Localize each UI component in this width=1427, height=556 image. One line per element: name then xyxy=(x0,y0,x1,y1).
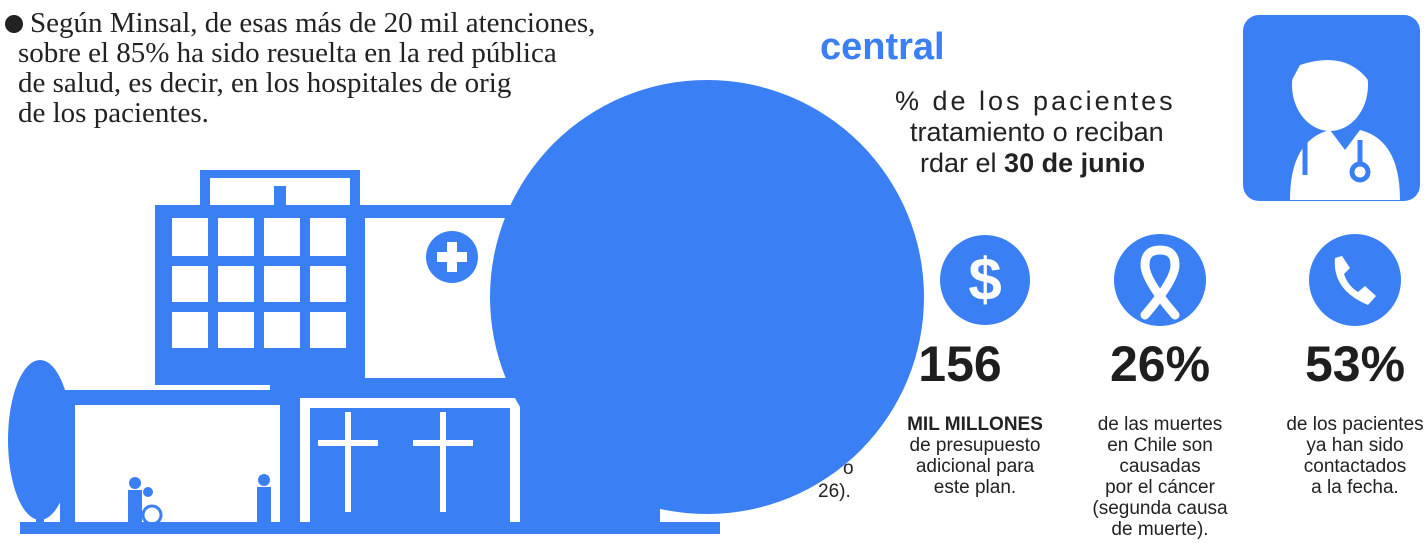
text-line: sobre el 85% ha sido resuelta en la red … xyxy=(18,37,557,69)
text-line: de salud, es decir, en los hospitales de… xyxy=(18,67,512,99)
ribbon-icon xyxy=(1114,234,1206,326)
description-line: ya han sido xyxy=(1306,435,1404,456)
dollar-glyph: $ xyxy=(968,246,1001,313)
doctor-icon xyxy=(1243,15,1420,201)
bullet xyxy=(5,15,23,33)
text-line: de los pacientes. xyxy=(18,97,209,129)
description-line: de muerte). xyxy=(1111,519,1209,540)
stat-value: 53% xyxy=(1304,336,1406,392)
intro-date: 30 de junio xyxy=(1004,148,1146,178)
text-line: Según Minsal, de esas más de 20 mil aten… xyxy=(30,7,596,39)
description-line: este plan. xyxy=(933,477,1017,498)
phone-icon xyxy=(1309,234,1401,326)
stat-description: de los pacientes ya han sido contactados a … xyxy=(1245,414,1427,498)
description-line: de los pacientes xyxy=(1286,414,1424,435)
intro-line: rdar el 30 de junio xyxy=(920,148,1145,179)
ground xyxy=(20,522,720,534)
intro-line: tratamiento o reciban xyxy=(910,117,1164,147)
description-line: a la fecha. xyxy=(1311,477,1399,498)
stat-value: 26% xyxy=(1109,336,1211,392)
description-line: en Chile son xyxy=(1107,435,1213,456)
description-line: de las muertes xyxy=(1097,414,1223,435)
description-line: adicional para xyxy=(915,456,1035,477)
description-line: MIL MILLONES xyxy=(907,414,1043,435)
fragment: o xyxy=(843,458,854,479)
heading: central xyxy=(820,26,945,68)
fragment: 26). xyxy=(818,481,851,502)
bullet-text: Según Minsal, de esas más de 20 mil aten… xyxy=(30,8,595,38)
intro-text: rdar el xyxy=(920,148,997,178)
description-line: de presupuesto xyxy=(909,435,1041,456)
description-line: contactados xyxy=(1303,456,1407,477)
bullet-text: sobre el 85% ha sido resuelta en la red … xyxy=(18,38,557,128)
stat-description: MIL MILLONES de presupuesto adicional para… xyxy=(850,414,1070,498)
stat-value: 156 xyxy=(918,336,1002,392)
hospital xyxy=(8,170,720,534)
description-line: por el cáncer xyxy=(1105,477,1215,498)
dollar-icon xyxy=(940,235,1030,325)
intro-line: % de los pacientes xyxy=(895,86,1176,116)
stat-description: de las muertes en Chile son causadas por el… xyxy=(1050,414,1270,540)
tree xyxy=(582,463,642,527)
description-line: causadas xyxy=(1119,456,1201,477)
description-line: (segunda causa xyxy=(1092,498,1228,519)
